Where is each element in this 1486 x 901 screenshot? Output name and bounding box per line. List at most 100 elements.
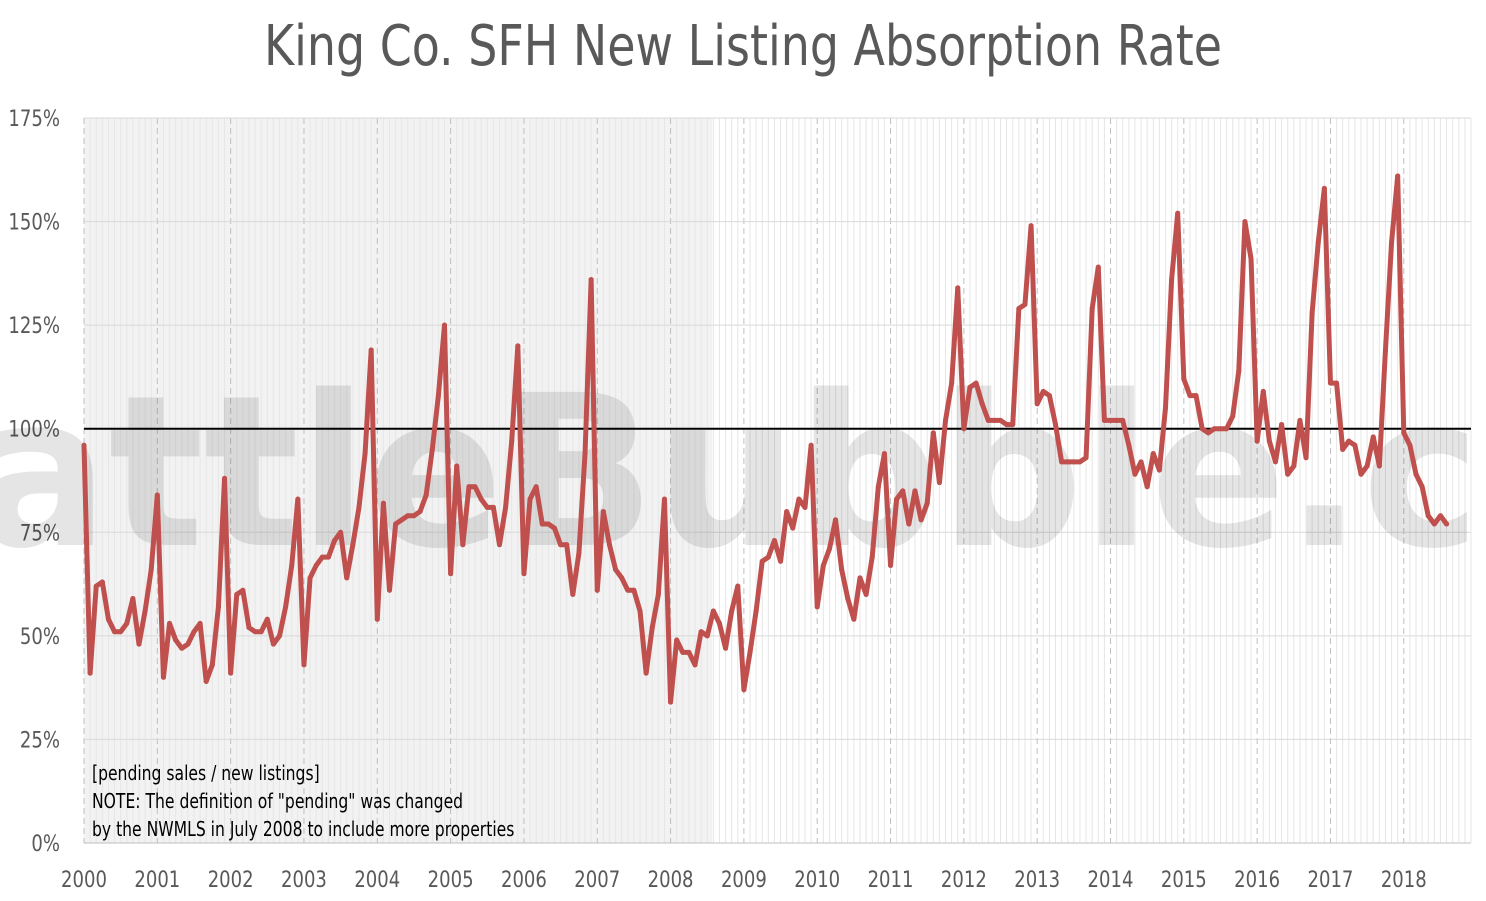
data-point	[735, 583, 741, 589]
data-point	[325, 554, 331, 560]
annotation-line: NOTE: The definition of "pending" was ch…	[92, 790, 463, 813]
x-tick-label: 2007	[574, 866, 620, 892]
data-point	[515, 343, 521, 349]
data-point	[863, 591, 869, 597]
data-point	[81, 442, 87, 448]
data-point	[1425, 513, 1431, 519]
x-tick-label: 2015	[1161, 866, 1207, 892]
data-point	[399, 517, 405, 523]
data-point	[1376, 463, 1382, 469]
data-point	[1285, 471, 1291, 477]
data-point	[264, 616, 270, 622]
data-point	[1205, 430, 1211, 436]
data-point	[118, 629, 124, 635]
data-point	[270, 641, 276, 647]
data-point	[1340, 446, 1346, 452]
data-point	[350, 542, 356, 548]
x-tick-label: 2005	[428, 866, 474, 892]
data-point	[99, 579, 105, 585]
data-point	[1120, 417, 1126, 423]
data-point	[130, 596, 136, 602]
x-tick-label: 2009	[721, 866, 767, 892]
data-point	[973, 380, 979, 386]
data-point	[1291, 463, 1297, 469]
data-point	[1114, 417, 1120, 423]
data-point	[710, 608, 716, 614]
data-point	[594, 587, 600, 593]
data-point	[1272, 459, 1278, 465]
data-point	[1364, 463, 1370, 469]
data-point	[417, 509, 423, 515]
data-point	[277, 633, 283, 639]
data-point	[1224, 426, 1230, 432]
data-point	[576, 550, 582, 556]
data-point	[1169, 277, 1175, 283]
data-point	[1175, 210, 1181, 216]
data-point	[1187, 393, 1193, 399]
data-point	[943, 417, 949, 423]
data-point	[918, 517, 924, 523]
data-point	[87, 670, 93, 676]
data-point	[655, 591, 661, 597]
data-point	[839, 567, 845, 573]
data-point	[362, 451, 368, 457]
data-point	[1095, 264, 1101, 270]
data-point	[998, 417, 1004, 423]
data-point	[1144, 484, 1150, 490]
data-point	[215, 604, 221, 610]
data-point	[1071, 459, 1077, 465]
x-tick-label: 2012	[941, 866, 987, 892]
x-tick-label: 2016	[1234, 866, 1280, 892]
x-tick-label: 2011	[868, 866, 914, 892]
data-point	[1303, 455, 1309, 461]
data-point	[1431, 521, 1437, 527]
data-point	[820, 562, 826, 568]
data-point	[454, 463, 460, 469]
data-point	[845, 596, 851, 602]
data-points	[81, 173, 1450, 705]
data-point	[423, 492, 429, 498]
data-point	[356, 504, 362, 510]
data-point	[1370, 434, 1376, 440]
data-point	[1358, 471, 1364, 477]
data-point	[1242, 219, 1248, 225]
data-point	[209, 662, 215, 668]
x-tick-label: 2006	[501, 866, 547, 892]
data-point	[930, 430, 936, 436]
x-tick-label: 2002	[208, 866, 254, 892]
data-point	[1181, 376, 1187, 382]
data-point	[1407, 442, 1413, 448]
data-point	[888, 562, 894, 568]
data-point	[1419, 484, 1425, 490]
data-point	[881, 451, 887, 457]
data-point	[698, 629, 704, 635]
data-point	[387, 587, 393, 593]
data-point	[1279, 422, 1285, 428]
data-point	[900, 488, 906, 494]
data-point	[240, 587, 246, 593]
data-point	[1022, 301, 1028, 307]
data-point	[600, 509, 606, 515]
data-point	[723, 645, 729, 651]
data-point	[802, 504, 808, 510]
data-point	[692, 662, 698, 668]
data-point	[203, 678, 209, 684]
data-point	[148, 567, 154, 573]
data-point	[503, 504, 509, 510]
data-point	[955, 285, 961, 291]
data-point	[521, 571, 527, 577]
data-point	[332, 538, 338, 544]
data-point	[1199, 426, 1205, 432]
data-point	[405, 513, 411, 519]
data-point	[539, 521, 545, 527]
data-point	[160, 674, 166, 680]
data-point	[222, 475, 228, 481]
data-point	[191, 629, 197, 635]
data-point	[613, 567, 619, 573]
data-point	[668, 699, 674, 705]
data-point	[1138, 459, 1144, 465]
data-point	[936, 480, 942, 486]
data-point	[875, 484, 881, 490]
data-point	[1083, 455, 1089, 461]
data-point	[643, 670, 649, 676]
